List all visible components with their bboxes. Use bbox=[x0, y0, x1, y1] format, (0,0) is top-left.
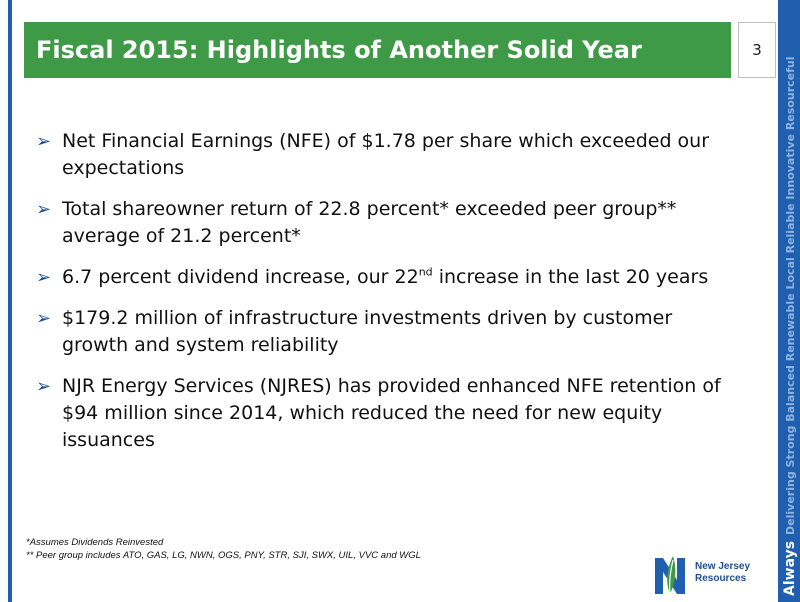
side-banner-lead: Always bbox=[782, 540, 798, 596]
company-logo: New Jersey Resources bbox=[651, 550, 776, 596]
footnotes: *Assumes Dividends Reinvested ** Peer gr… bbox=[26, 536, 546, 562]
arrow-bullet-icon: ➢ bbox=[36, 267, 52, 288]
side-banner: Always Delivering Strong Balanced Renewa… bbox=[778, 0, 800, 602]
bullet-text-after: increase in the last 20 years bbox=[432, 266, 709, 288]
logo-wordmark: New Jersey Resources bbox=[695, 561, 750, 585]
bullet-item: ➢ NJR Energy Services (NJRES) has provid… bbox=[36, 373, 736, 454]
slide-title: Fiscal 2015: Highlights of Another Solid… bbox=[36, 36, 642, 64]
title-bar: Fiscal 2015: Highlights of Another Solid… bbox=[24, 22, 731, 78]
arrow-bullet-icon: ➢ bbox=[36, 199, 52, 220]
ordinal-suffix: nd bbox=[418, 265, 433, 279]
bullet-text: $179.2 million of infrastructure investm… bbox=[62, 307, 673, 356]
bullet-item: ➢ Net Financial Earnings (NFE) of $1.78 … bbox=[36, 128, 736, 182]
left-accent-rule bbox=[8, 0, 12, 602]
arrow-bullet-icon: ➢ bbox=[36, 308, 52, 329]
arrow-bullet-icon: ➢ bbox=[36, 131, 52, 152]
footnote-dividends: *Assumes Dividends Reinvested bbox=[26, 537, 164, 548]
footnote-peer-group: ** Peer group includes ATO, GAS, LG, NWN… bbox=[26, 550, 421, 561]
njr-logo-icon bbox=[655, 556, 685, 595]
side-banner-rest: Delivering Strong Balanced Renewable Loc… bbox=[783, 56, 797, 535]
bullet-text: Total shareowner return of 22.8 percent*… bbox=[62, 198, 677, 247]
logo-line-1: New Jersey bbox=[695, 561, 751, 572]
page-number-box: 3 bbox=[738, 22, 776, 78]
bullet-item: ➢ $179.2 million of infrastructure inves… bbox=[36, 305, 736, 359]
bullet-text: NJR Energy Services (NJRES) has provided… bbox=[62, 375, 721, 451]
bullet-text-before: 6.7 percent dividend increase, our 22 bbox=[62, 266, 419, 288]
bullet-item: ➢ 6.7 percent dividend increase, our 22n… bbox=[36, 264, 736, 291]
bullet-item: ➢ Total shareowner return of 22.8 percen… bbox=[36, 196, 736, 250]
side-banner-text: Always Delivering Strong Balanced Renewa… bbox=[779, 0, 800, 602]
bullet-list: ➢ Net Financial Earnings (NFE) of $1.78 … bbox=[36, 128, 736, 468]
logo-line-2: Resources bbox=[695, 573, 747, 584]
bullet-text: 6.7 percent dividend increase, our 22nd … bbox=[62, 264, 732, 291]
bullet-text: Net Financial Earnings (NFE) of $1.78 pe… bbox=[62, 130, 710, 179]
page-number: 3 bbox=[752, 41, 762, 59]
arrow-bullet-icon: ➢ bbox=[36, 376, 52, 397]
